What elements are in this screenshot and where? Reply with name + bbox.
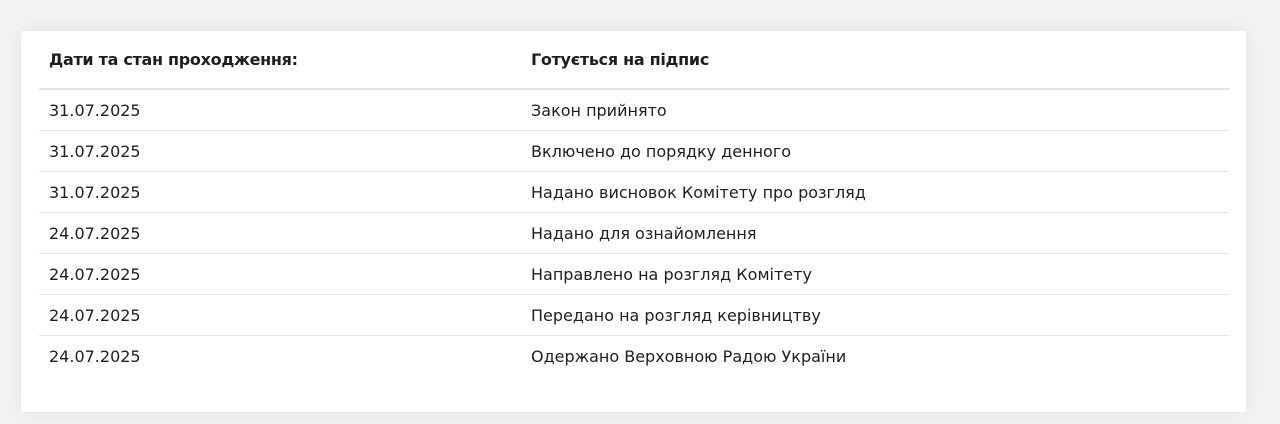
row-date: 31.07.2025 bbox=[49, 141, 141, 161]
row-event: Надано висновок Комітету про розгляд bbox=[531, 182, 866, 202]
table-row: 31.07.2025 Включено до порядку денного bbox=[39, 131, 1229, 172]
row-event: Передано на розгляд керівництву bbox=[531, 305, 821, 325]
status-table: Дати та стан проходження: Готується на п… bbox=[39, 31, 1229, 376]
table-row: 24.07.2025 Одержано Верховною Радою Украї… bbox=[39, 336, 1229, 376]
bill-status-card: Дати та стан проходження: Готується на п… bbox=[21, 31, 1246, 412]
row-event: Включено до порядку денного bbox=[531, 141, 792, 161]
row-date: 24.07.2025 bbox=[49, 264, 141, 284]
row-date: 31.07.2025 bbox=[49, 182, 141, 202]
header-label: Дати та стан проходження: bbox=[49, 50, 298, 69]
row-date: 24.07.2025 bbox=[49, 223, 141, 243]
table-header: Дати та стан проходження: Готується на п… bbox=[39, 31, 1229, 90]
table-row: 24.07.2025 Направлено на розгляд Комітету bbox=[39, 254, 1229, 295]
row-date: 24.07.2025 bbox=[49, 346, 141, 366]
table-row: 24.07.2025 Передано на розгляд керівництв… bbox=[39, 295, 1229, 336]
row-date: 24.07.2025 bbox=[49, 305, 141, 325]
row-event: Закон прийнято bbox=[531, 100, 667, 120]
row-date: 31.07.2025 bbox=[49, 100, 141, 120]
row-event: Надано для ознайомлення bbox=[531, 223, 757, 243]
row-event: Направлено на розгляд Комітету bbox=[531, 264, 812, 284]
row-event: Одержано Верховною Радою України bbox=[531, 346, 847, 366]
table-row: 24.07.2025 Надано для ознайомлення bbox=[39, 213, 1229, 254]
current-status: Готується на підпис bbox=[531, 50, 710, 69]
table-row: 31.07.2025 Надано висновок Комітету про р… bbox=[39, 172, 1229, 213]
table-row: 31.07.2025 Закон прийнято bbox=[39, 90, 1229, 131]
